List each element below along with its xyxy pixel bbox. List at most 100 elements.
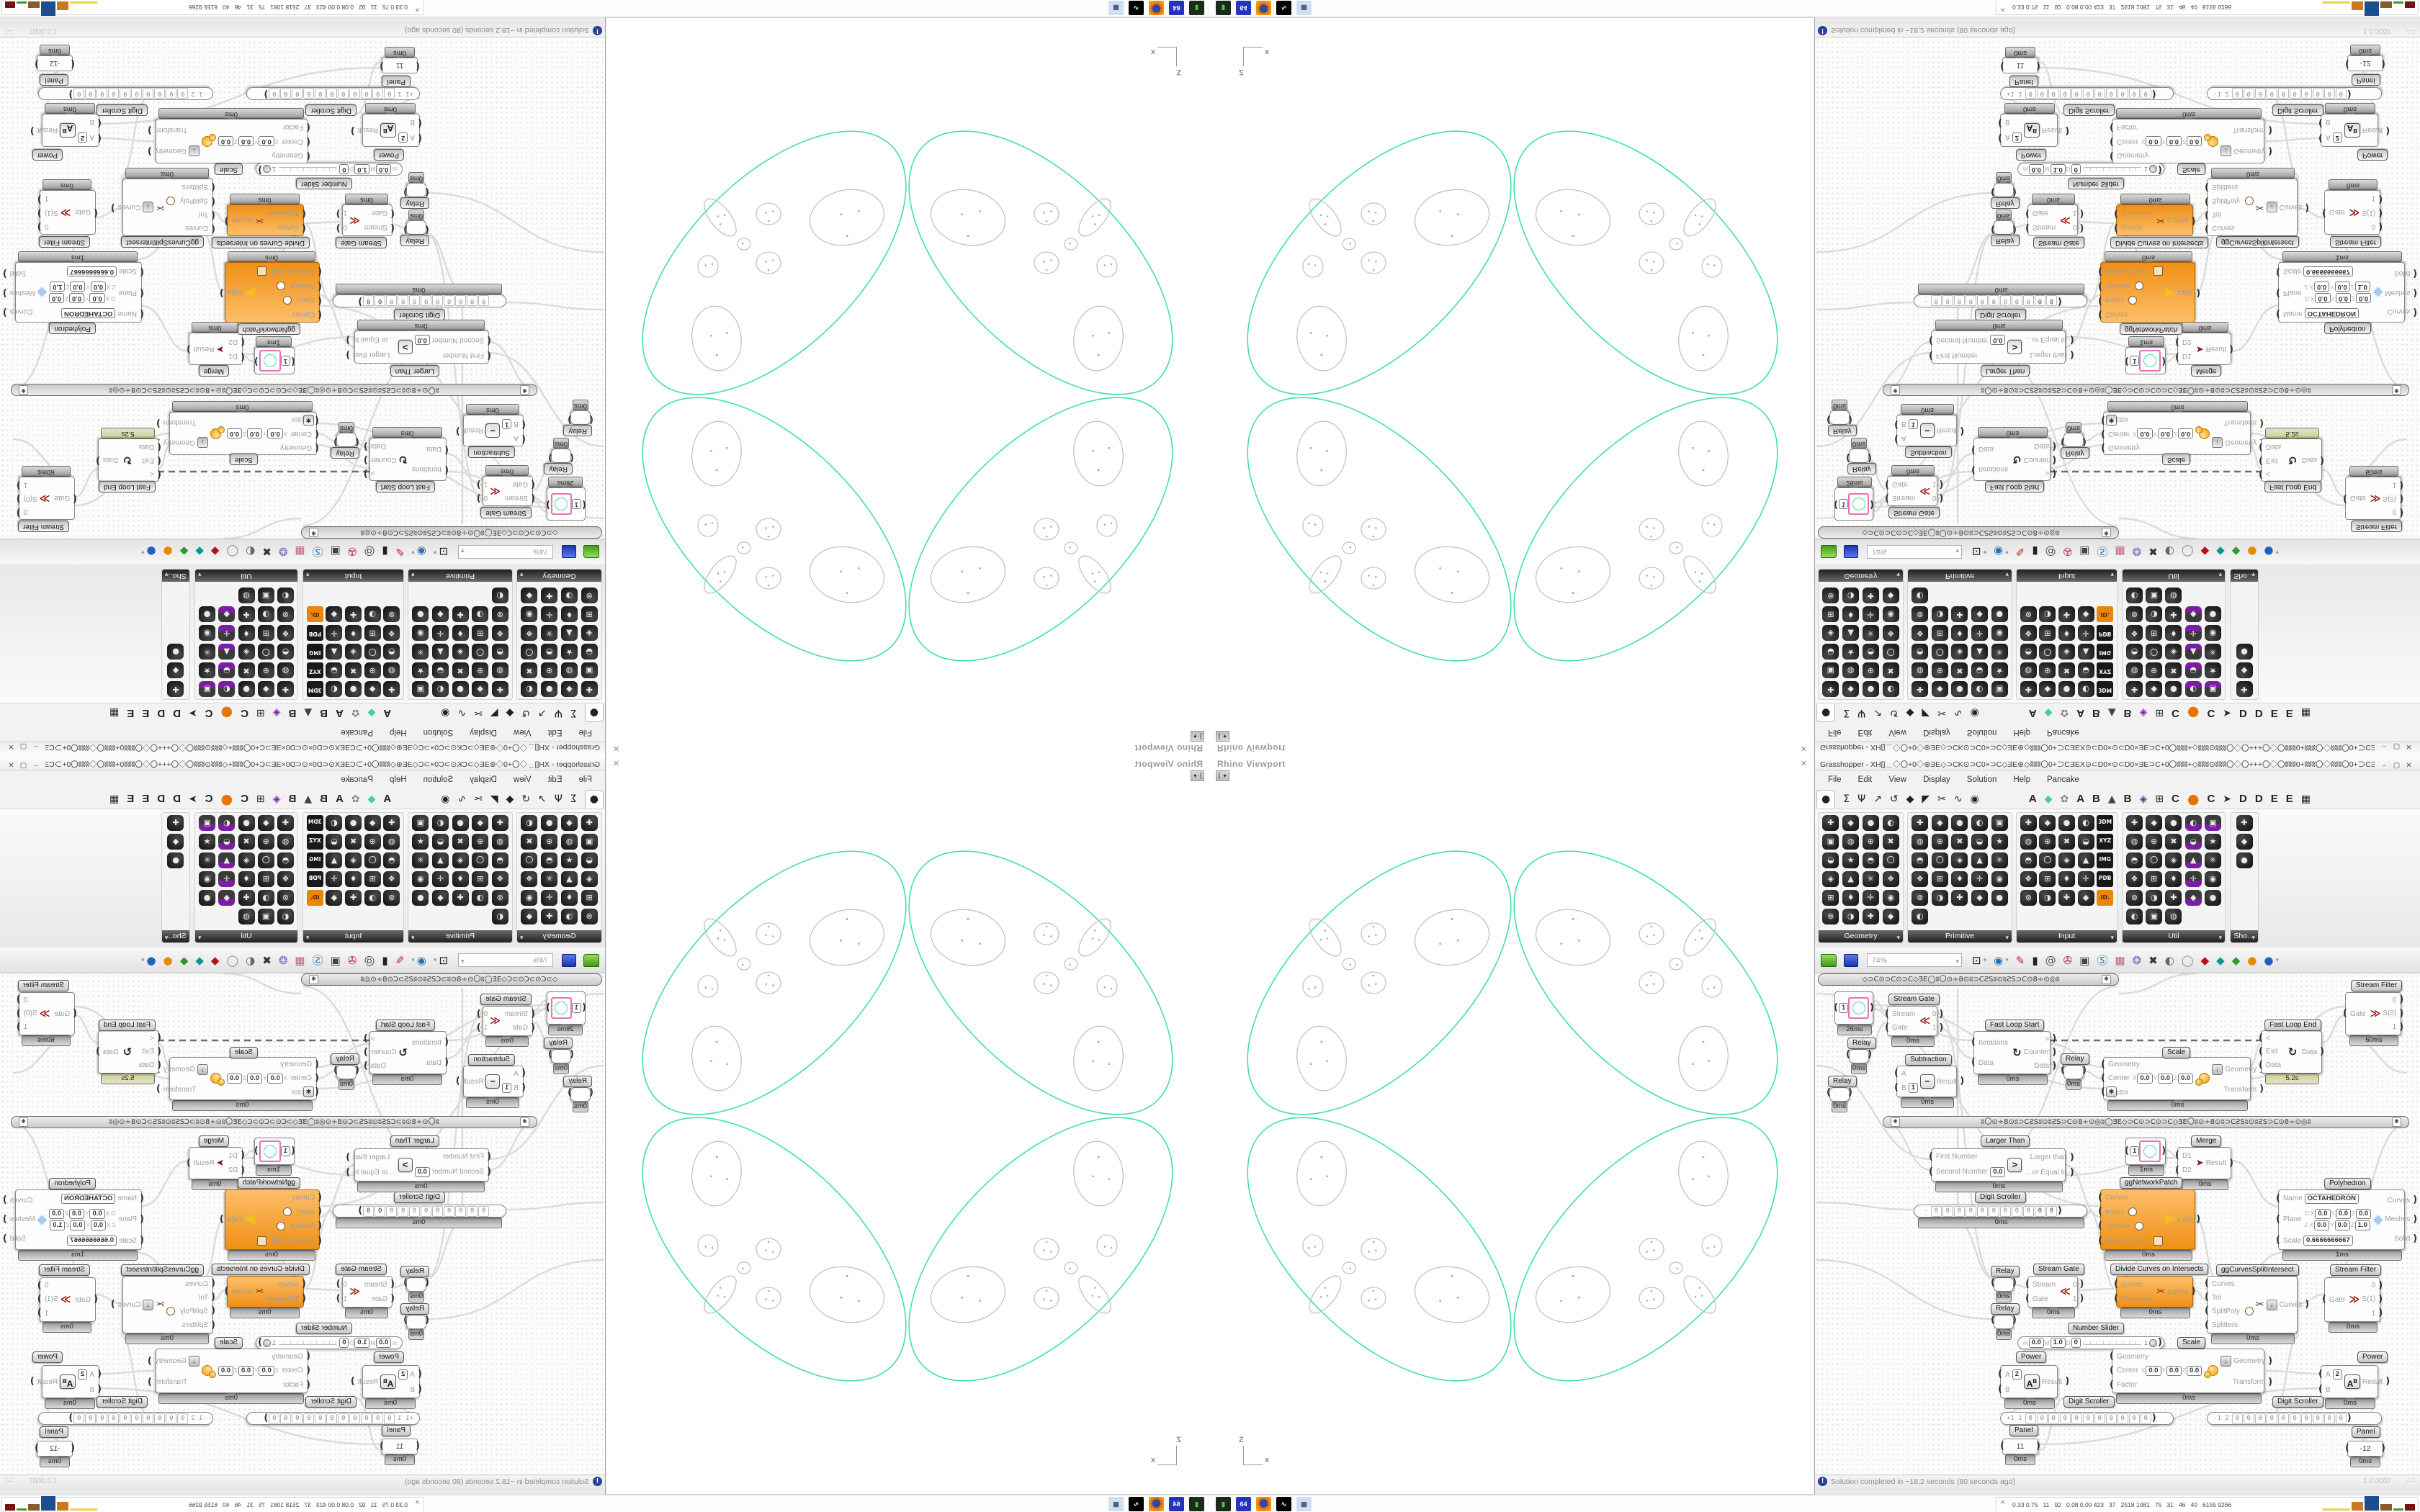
component-icon[interactable]: ⊞ [2039,871,2056,887]
scroller-digit[interactable]: 0 [315,1413,326,1424]
component-icon[interactable]: ◓ [2020,644,2037,660]
param-value-box[interactable]: OCTAHEDRON [60,1193,116,1204]
input-port[interactable]: ( [2098,1235,2102,1246]
param-value-box[interactable]: 1 [1838,499,1849,509]
output-port[interactable]: ) [2036,60,2040,71]
palette-label[interactable]: Primitive ▾ [408,930,512,942]
input-port[interactable]: ( [2259,468,2263,480]
tab-category[interactable]: B [2092,792,2100,805]
param-value-box[interactable]: 0.0 [238,136,254,147]
gha-icon[interactable]: ✇ [2063,953,2073,967]
output-port[interactable]: ) [2151,89,2156,99]
component-label[interactable]: Relay [400,235,429,246]
input-port[interactable]: ( [521,418,526,430]
input-port[interactable]: ( [315,1086,319,1098]
component-icon[interactable]: 〇 [521,644,538,660]
tab-category[interactable]: Ψ [1857,707,1866,719]
output-port[interactable]: ) [2268,1355,2273,1367]
component-icon[interactable]: ✖ [2058,662,2075,678]
component-icon[interactable]: ✛ [326,871,343,887]
component-icon[interactable]: ⊕ [1931,662,1948,678]
panel-component[interactable]: (11) [380,58,420,73]
component-icon[interactable]: ⊕ [472,662,489,678]
input-port[interactable]: ( [1834,1002,1838,1013]
output-port[interactable]: ) [2012,1315,2017,1326]
rhino-icon[interactable]: ∿ [1276,1497,1291,1511]
input-port[interactable]: ( [318,1235,322,1246]
component-icon[interactable]: ❖ [521,871,538,887]
tab-category[interactable]: ✿ [351,793,360,805]
tab-category[interactable]: D [157,707,166,720]
title-bar[interactable]: Grasshopper - XH[]﹍◇〇+0◇⊛ƎE◇⊃CK⊙⊃C0×⊃C◇Ǝ… [0,741,605,756]
component-icon[interactable]: ● [199,890,216,906]
component-icon[interactable]: ⊕ [257,834,274,850]
input-port[interactable]: ( [531,492,535,504]
scroller-digit[interactable]: 0 [166,88,177,99]
scroller-digit[interactable]: 0 [2289,88,2300,99]
definition-canvas[interactable]: ◇⊃C⊙⊃C⊙⊃C◇ƎE◯ʬ〇⊙÷8⊙ʬ⊃CƧSʬ⊙ʬƧS⊃C⊙8÷⊙◎ʬ ✱ ✱ ʬ… [0,37,605,539]
tray-chevron-icon[interactable]: ^ [415,5,419,12]
output-port[interactable]: ) [2413,268,2418,279]
param-value-box[interactable]: 0.0 [2146,136,2161,147]
output-port[interactable]: ) [455,1076,460,1086]
tab-category[interactable]: ✂ [474,793,483,805]
flatten-button[interactable]: ↓ [143,1299,154,1310]
scroller-digit[interactable]: 0 [1976,295,1988,307]
scroller-digit[interactable]: 0 [2082,88,2094,99]
ball-orange-icon[interactable]: ● [163,545,173,559]
tab-category[interactable]: ∿ [457,793,467,805]
component-icon[interactable]: ✛ [218,871,236,887]
component-icon[interactable]: ✚ [1822,815,1839,831]
tab-category[interactable]: ● [220,791,233,807]
tab-category[interactable]: D [157,792,166,805]
component-icon[interactable]: ✖ [345,662,362,678]
component-icon[interactable]: ⊞ [1931,871,1948,887]
input-port[interactable]: ( [241,336,245,348]
component-icon[interactable]: ✚ [581,815,598,831]
scroller-digit[interactable]: 0 [2312,1413,2323,1424]
input-port[interactable]: ( [2175,1150,2179,1161]
component-icon[interactable]: ⊞ [2039,625,2056,641]
output-port[interactable]: ) [2413,287,2418,299]
tab-category[interactable]: B [288,792,297,805]
component-icon[interactable]: ◆ [1931,815,1948,831]
component-icon[interactable]: ID. [306,606,323,622]
output-port[interactable]: ) [254,1146,259,1156]
output-port[interactable]: ) [37,193,42,204]
component-label[interactable]: Relay [1991,1303,2020,1315]
component-icon[interactable]: ⊗ [2020,606,2037,622]
gh-component[interactable]: (Stream(Gate ≪ 0) 1) [477,476,535,506]
menu-item-view[interactable]: View [1888,728,1907,737]
output-port[interactable]: ) [2320,455,2324,466]
maximize-button[interactable]: ▢ [19,762,27,770]
scroller-digit[interactable]: 0 [85,88,97,99]
input-port[interactable]: ( [2101,442,2105,454]
tab-category[interactable]: ◉ [441,793,450,805]
input-port[interactable]: ( [2205,222,2209,234]
input-port[interactable]: ( [2175,336,2179,348]
component-icon[interactable]: ✳ [199,644,216,660]
component-icon[interactable]: ◓ [491,852,508,868]
input-port[interactable]: ( [241,1150,245,1161]
tab-category[interactable]: ◉ [1970,793,1979,805]
component-icon[interactable]: 〇 [2146,852,2163,868]
input-port[interactable]: ( [140,1235,144,1246]
menu-item-edit[interactable]: Edit [547,775,563,784]
output-port[interactable]: ) [346,334,351,346]
component-label[interactable]: Divide Curves on Intersects [211,1264,310,1275]
component-label[interactable]: Fast Loop Start [375,1020,435,1031]
component-icon[interactable]: ❖ [383,871,400,887]
input-port[interactable]: ( [306,136,310,148]
gem-red-icon[interactable]: ◆ [2200,545,2210,559]
input-port[interactable]: ( [1885,479,1889,490]
tab-category[interactable]: E [2285,707,2293,720]
gh-component[interactable]: (Geometry(Center X 0.0 Y 0.0 Z 0.0(Factor ↓ Geom… [2110,119,2272,163]
output-port[interactable]: ) [2259,418,2264,428]
component-icon[interactable]: ◍ [277,662,294,678]
param-value-box[interactable]: 0.0 [2177,428,2194,439]
scroller-digit[interactable]: 0 [2036,1413,2048,1424]
input-port[interactable]: ( [2114,222,2118,233]
gh-component[interactable]: (Stream(Gate ≪ 0) 1) [336,1276,395,1308]
component-label[interactable]: Power [373,149,404,161]
input-port[interactable]: ( [1827,1087,1831,1098]
